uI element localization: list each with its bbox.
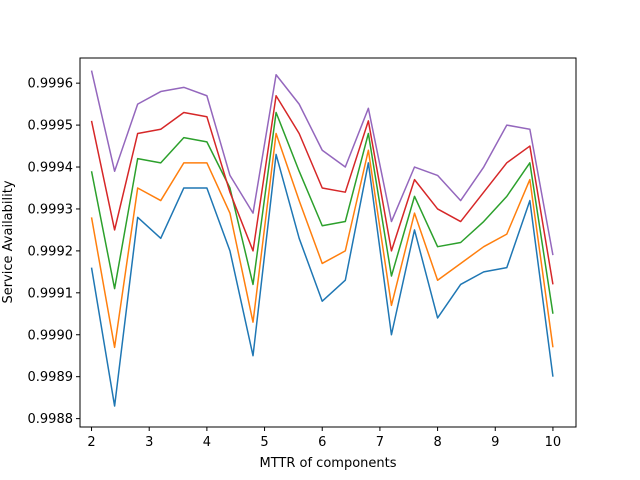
y-tick-label: 0.9992 xyxy=(28,244,74,259)
x-tick-label: 6 xyxy=(318,435,326,450)
y-tick-label: 0.9996 xyxy=(28,77,74,92)
y-tick-label: 0.9990 xyxy=(28,328,74,343)
y-axis-ticks: 0.9988 0.9989 0.9990 0.9991 0.9992 0.9993 0.99… xyxy=(28,77,80,427)
x-tick-label: 5 xyxy=(260,435,268,450)
y-tick-label: 0.9989 xyxy=(28,370,74,385)
series-line-1 xyxy=(90,153,554,407)
y-tick-label: 0.9995 xyxy=(28,119,74,134)
series-line-2 xyxy=(90,132,554,349)
plot-area-frame xyxy=(79,57,577,428)
y-tick-label: 0.9988 xyxy=(28,412,74,427)
x-tick-label: 9 xyxy=(491,435,499,450)
x-axis-ticks: 2 3 4 5 6 7 8 9 10 xyxy=(87,427,561,450)
y-tick-label: 0.9994 xyxy=(28,161,74,176)
x-tick-label: 2 xyxy=(87,435,95,450)
x-axis-label: MTTR of components xyxy=(259,456,396,471)
y-axis-label: Service Availability xyxy=(1,180,16,303)
x-tick-label: 4 xyxy=(203,435,211,450)
x-tick-label: 10 xyxy=(545,435,562,450)
series-line-3 xyxy=(90,111,554,314)
x-tick-label: 7 xyxy=(376,435,384,450)
y-tick-label: 0.9993 xyxy=(28,202,74,217)
series-line-4 xyxy=(90,94,554,285)
x-tick-label: 8 xyxy=(433,435,441,450)
y-tick-label: 0.9991 xyxy=(28,286,74,301)
x-tick-label: 3 xyxy=(145,435,153,450)
series-lines xyxy=(90,70,554,407)
series-line-5 xyxy=(90,70,554,256)
